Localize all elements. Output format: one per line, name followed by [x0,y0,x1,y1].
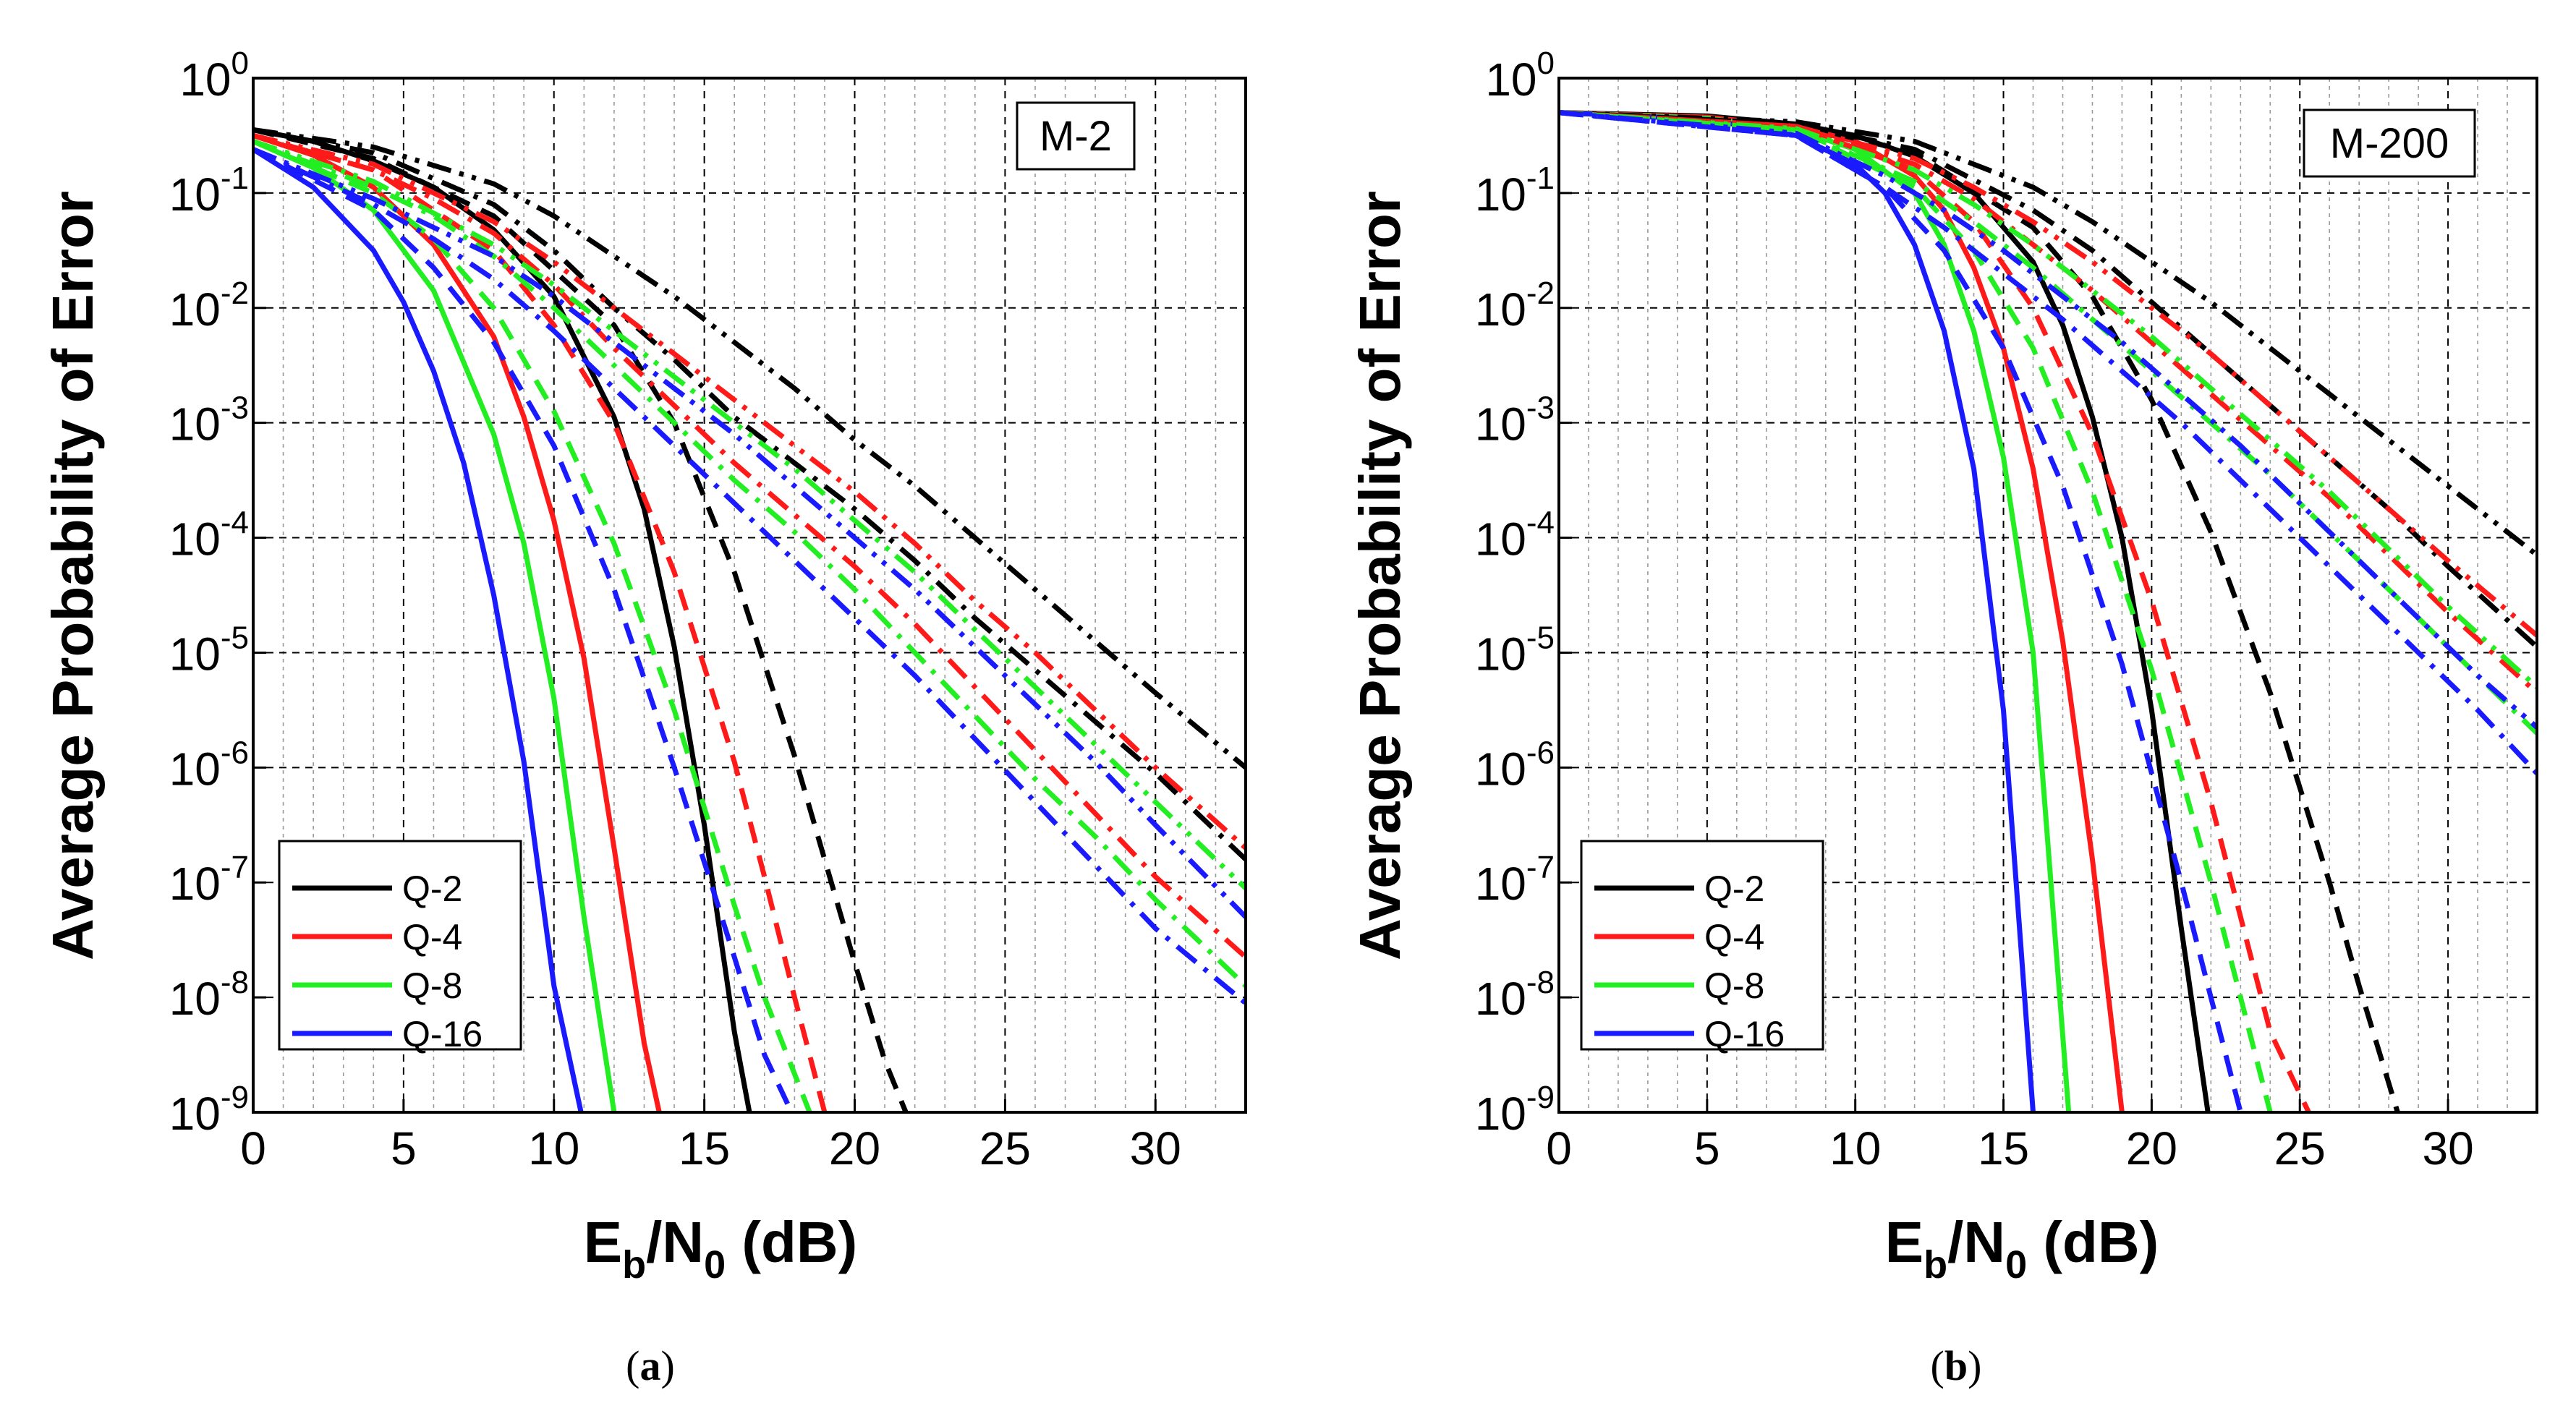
x-tick-label: 10 [1829,1122,1881,1174]
y-tick-label: 10-2 [169,276,249,336]
series-q-2-dashdot-a [253,127,1246,861]
caption-b: (b) [1931,1342,1982,1389]
legend-label-q2-a: Q-2 [402,869,462,909]
caption-a: (a) [626,1342,675,1389]
series-q-16-dashdot-a [253,147,1246,1005]
x-tick-label: 20 [2126,1122,2177,1174]
x-tick-label: 25 [979,1122,1031,1174]
y-tick-label: 100 [1485,46,1555,106]
series-q-4-dash-a [253,133,828,1112]
x-axis-title-b: Eb/N0 (dB) [1885,1210,2159,1287]
y-tick-label: 10-1 [169,161,249,221]
legend-label-q4-a: Q-4 [402,917,462,957]
x-tick-label: 25 [2274,1122,2326,1174]
y-tick-label: 10-7 [1475,850,1555,910]
series-q-16-dashdotdot-b [1559,110,2537,730]
series-q-2-dash-a [253,127,909,1112]
x-tick-label: 0 [240,1122,266,1174]
y-tick-label: 10-9 [1475,1080,1555,1140]
series-q-8-dashdotdot-a [253,139,1246,890]
legend-label-q2-b: Q-2 [1704,869,1764,909]
series-q-16-dashdotdot-a [253,147,1246,919]
series-q-8-dash-b [1559,110,2273,1112]
series-q-16-dash-b [1559,110,2243,1112]
y-tick-label: 10-2 [1475,276,1555,336]
series-q-8-dash-a [253,139,812,1112]
x-axis-title-a: Eb/N0 (dB) [584,1210,858,1287]
series-q-4-dash-b [1559,110,2311,1112]
y-tick-label: 10-5 [1475,620,1555,680]
y-tick-label: 10-3 [169,391,249,451]
y-tick-label: 10-4 [1475,506,1555,566]
series-q-8-dashdotdot-b [1559,110,2537,689]
y-tick-label: 100 [179,46,249,106]
x-tick-label: 5 [391,1122,417,1174]
series-q-4-dashdotdot-a [253,132,1246,850]
series-q-4-dashdot-a [253,133,1246,960]
y-tick-label: 10-1 [1475,161,1555,221]
series-q-2-dashdotdot-a [253,127,1246,769]
x-tick-label: 10 [528,1122,579,1174]
plot-frame-a [252,77,1247,1114]
legend-label-q8-b: Q-8 [1704,965,1764,1006]
series-q-2-dashdotdot-b [1559,110,2537,558]
series-q-8-dashdot-b [1559,110,2537,735]
x-tick-label: 15 [1978,1122,2029,1174]
plot-frame-b [1557,77,2538,1114]
annotation-box-b: M-200 [2303,108,2476,178]
y-tick-label: 10-8 [169,965,249,1025]
series-q-8-solid-a [253,139,617,1112]
x-tick-label: 20 [829,1122,880,1174]
y-tick-label: 10-8 [1475,965,1555,1025]
legend-label-q4-b: Q-4 [1704,917,1764,957]
y-tick-label: 10-4 [169,506,249,566]
legend-label-q8-a: Q-8 [402,965,462,1006]
series-q-16-dashdot-b [1559,110,2537,775]
annotation-box-a: M-2 [1016,101,1136,171]
y-tick-label: 10-9 [169,1080,249,1140]
x-tick-label: 30 [2422,1122,2473,1174]
series-q-4-dashdot-b [1559,110,2537,695]
x-tick-label: 5 [1694,1122,1720,1174]
y-tick-label: 10-6 [1475,735,1555,795]
legend-a: Q-2 Q-4 Q-8 Q-16 [278,840,522,1054]
x-tick-label: 30 [1130,1122,1181,1174]
annotation-label-b: M-200 [2330,120,2449,167]
legend-label-q16-b: Q-16 [1704,1014,1785,1054]
annotation-label-a: M-2 [1040,113,1112,160]
series-q-8-dashdot-a [253,139,1246,988]
panel-a: 0 5 10 15 20 25 30 100 10-1 10-2 10-3 10-4 10-5 10-6 1… [41,46,1247,1389]
y-tick-label: 10-7 [169,850,249,910]
x-tick-label: 0 [1546,1122,1572,1174]
series-q-16-dash-a [253,147,794,1112]
legend-b: Q-2 Q-4 Q-8 Q-16 [1580,840,1824,1054]
series-q-4-dashdotdot-b [1559,110,2537,638]
plot-area-a: 0 5 10 15 20 25 30 100 10-1 10-2 10-3 10-4 10-5 10-6 1… [169,46,1247,1174]
panel-b: 0 5 10 15 20 25 30 100 10-1 10-2 10-3 10-4 10-5 10-6 1… [1348,46,2538,1389]
y-axis-title-b: Average Probability of Error [1348,191,1412,960]
y-tick-label: 10-5 [169,620,249,680]
series-q-16-solid-a [253,147,584,1112]
x-tick-label: 15 [679,1122,730,1174]
y-tick-label: 10-6 [169,735,249,795]
y-tick-label: 10-3 [1475,391,1555,451]
y-axis-title-a: Average Probability of Error [41,191,105,960]
legend-label-q16-a: Q-16 [402,1014,483,1054]
